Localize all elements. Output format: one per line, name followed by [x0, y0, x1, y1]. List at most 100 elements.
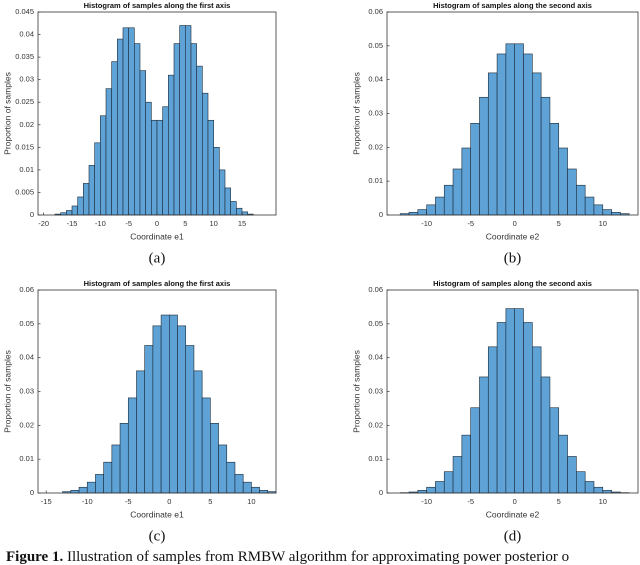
x-tick-label: -15 [67, 219, 78, 228]
histogram-bar [576, 471, 586, 494]
histogram-bar [168, 74, 175, 216]
histogram-bar [593, 486, 604, 494]
y-tick-label: 0.01 [368, 454, 383, 463]
caption-text: Illustration of samples from RMBW algori… [67, 549, 569, 565]
chart-title: Histogram of samples along the second ax… [433, 1, 592, 10]
histogram-bar [540, 376, 551, 494]
histogram-bar [66, 210, 73, 216]
histogram-bar [173, 43, 180, 216]
histogram-bar [152, 325, 162, 494]
chart-title: Histogram of samples along the first axi… [84, 1, 231, 10]
x-tick-label: 0 [513, 219, 517, 228]
y-tick-label: 0.03 [368, 108, 383, 117]
histogram-bar [558, 434, 568, 494]
y-tick-label: 0.03 [19, 75, 34, 84]
caption: Figure 1. Illustration of samples from R… [6, 549, 569, 565]
histogram-bar [156, 119, 163, 216]
histogram-bar [193, 370, 203, 494]
histogram-bar [417, 489, 427, 494]
histogram-bar [151, 119, 158, 216]
y-tick-label: 0.02 [19, 120, 34, 129]
y-tick-label: 0.02 [19, 420, 34, 429]
histogram-bar [452, 456, 463, 494]
y-axis-label: Proportion of samples [2, 350, 12, 433]
histogram-bar [496, 322, 507, 494]
y-axis-label: Proportion of samples [351, 350, 361, 433]
histogram-bar [71, 205, 78, 216]
histogram-bar [408, 211, 419, 216]
x-tick-label: 5 [183, 219, 187, 228]
y-tick-label: 0.06 [19, 285, 34, 294]
histogram-bar [479, 376, 489, 494]
histogram-bar [540, 96, 551, 216]
histogram-bar [177, 325, 187, 494]
x-tick-label: 5 [557, 497, 561, 506]
histogram-bar [210, 423, 219, 494]
histogram-bar [169, 314, 178, 494]
histogram-bar [86, 481, 96, 494]
histogram-bar [251, 486, 260, 494]
histogram-bar [128, 27, 135, 216]
histogram-bar [95, 474, 104, 494]
histogram-bar [111, 61, 118, 216]
y-tick-label: 0.03 [368, 386, 383, 395]
histogram-bar [487, 72, 498, 216]
x-tick-label: -10 [421, 497, 432, 506]
histogram-bar [558, 147, 568, 216]
histogram-bar [523, 322, 533, 494]
histogram-bar [196, 65, 203, 216]
y-tick-label: 0.06 [368, 7, 383, 16]
histogram-bar [190, 43, 197, 216]
histogram-bar [162, 106, 169, 216]
histogram-bar [100, 115, 107, 216]
y-tick-label: 0.04 [368, 353, 383, 362]
histogram-bar [94, 142, 101, 216]
histogram-bar [70, 489, 80, 494]
y-tick-label: 0.02 [368, 142, 383, 151]
y-tick-label: 0 [30, 488, 34, 497]
histogram-bar [117, 38, 124, 216]
histogram-bar [435, 196, 445, 216]
chart-title: Histogram of samples along the second ax… [433, 279, 592, 288]
y-tick-label: 0.05 [19, 319, 34, 328]
x-tick-label: 10 [599, 497, 607, 506]
histogram-bar [241, 211, 248, 216]
y-tick-label: 0.04 [368, 75, 383, 84]
histogram-bar [127, 397, 137, 494]
histogram-bar [576, 184, 586, 216]
histogram-bar [549, 407, 560, 494]
histogram-bar [470, 407, 480, 494]
histogram-bar [122, 27, 129, 216]
histogram-bar [496, 53, 507, 216]
histogram-bar [218, 444, 228, 494]
chart-title: Histogram of samples along the first axi… [84, 279, 231, 288]
y-tick-label: 0.035 [15, 52, 34, 61]
histogram-bar [426, 204, 436, 216]
histogram-bar [426, 486, 436, 494]
x-tick-label: -10 [82, 497, 93, 506]
x-tick-label: -15 [41, 497, 52, 506]
histogram-bar [470, 123, 480, 216]
histogram-bar [103, 461, 113, 494]
y-tick-label: 0.045 [15, 7, 34, 16]
x-tick-label: 15 [238, 219, 246, 228]
y-tick-label: 0.025 [15, 97, 34, 106]
y-tick-label: 0.05 [368, 41, 383, 50]
histogram-bar [479, 96, 489, 216]
y-tick-label: 0.02 [368, 420, 383, 429]
x-tick-label: 10 [599, 219, 607, 228]
histogram-bar [461, 147, 471, 216]
y-tick-label: 0.04 [19, 353, 34, 362]
panel-label: (b) [504, 250, 522, 266]
histogram-bar [179, 25, 186, 216]
histogram-bar [549, 123, 560, 216]
histogram-bar [602, 209, 612, 216]
histogram-bar [505, 308, 516, 494]
histogram-bar [523, 53, 533, 216]
y-tick-label: 0.05 [368, 319, 383, 328]
histogram-bar [505, 43, 516, 216]
histogram-bar [514, 43, 524, 216]
histogram-bar [443, 184, 454, 216]
histogram-bar [185, 345, 195, 494]
